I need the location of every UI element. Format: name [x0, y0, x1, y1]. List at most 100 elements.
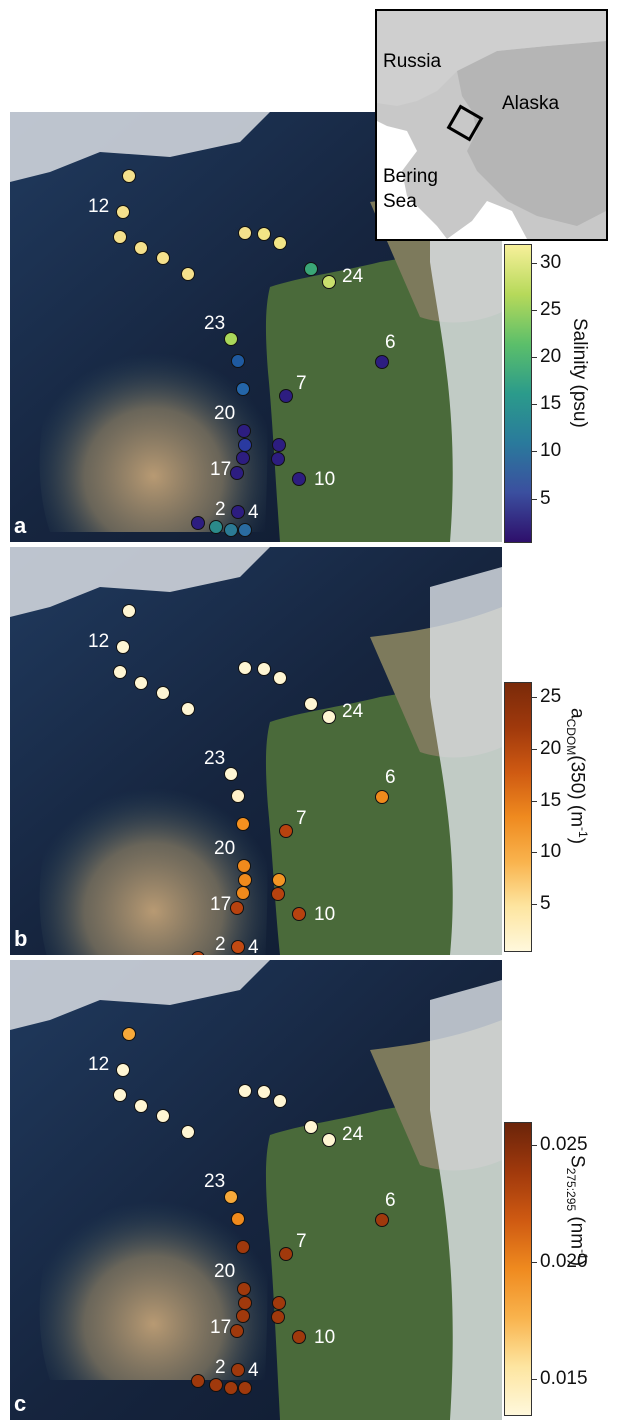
- station-marker: [231, 354, 245, 368]
- station-marker: [322, 710, 336, 724]
- station-label: 6: [385, 1190, 396, 1211]
- colorbar-tick-label: 5: [540, 487, 551, 509]
- colorbar-title-acdom: aCDOM(350) (m-1): [564, 708, 590, 844]
- station-marker: [236, 382, 250, 396]
- station-label: 12: [88, 631, 109, 652]
- colorbar-tick-mark: [531, 357, 537, 359]
- inset-label-russia: Russia: [383, 51, 442, 72]
- colorbar-tick-label: 0.020: [540, 1251, 588, 1273]
- station-label: 4: [248, 1360, 259, 1381]
- colorbar-title-sub: 275:295: [563, 1167, 578, 1212]
- station-marker: [237, 424, 251, 438]
- station-marker: [156, 686, 170, 700]
- station-marker: [224, 523, 238, 537]
- station-label: 7: [296, 1231, 307, 1252]
- colorbar-tick-mark: [531, 310, 537, 311]
- station-label: 23: [204, 313, 225, 334]
- station-label: 23: [204, 748, 225, 769]
- station-marker: [375, 355, 389, 369]
- station-marker: [257, 662, 271, 676]
- station-marker: [230, 466, 244, 480]
- colorbar-title-sub: CDOM: [563, 718, 578, 756]
- station-marker: [224, 767, 238, 781]
- colorbar-tick-label: 30: [540, 251, 562, 273]
- colorbar-tick-label: 0.015: [540, 1367, 588, 1389]
- station-marker: [181, 267, 195, 281]
- station-marker: [304, 262, 318, 276]
- colorbar-tick-mark: [531, 800, 537, 802]
- station-marker: [273, 671, 287, 685]
- station-label: 24: [342, 266, 364, 287]
- station-marker: [322, 275, 336, 289]
- inset-land-svg: [377, 11, 606, 239]
- station-label: 10: [314, 469, 335, 490]
- station-marker: [238, 438, 252, 452]
- station-marker: [224, 1190, 238, 1204]
- station-marker: [134, 676, 148, 690]
- station-marker: [237, 1282, 251, 1296]
- station-label: 2: [215, 499, 226, 520]
- colorbar-tick-mark: [531, 1378, 537, 1380]
- station-marker: [292, 472, 306, 486]
- station-marker: [271, 1310, 285, 1324]
- station-marker: [156, 1109, 170, 1123]
- station-label: 17: [210, 1317, 231, 1338]
- station-marker: [322, 1133, 336, 1147]
- station-marker: [238, 1084, 252, 1098]
- colorbar-tick-mark: [531, 451, 537, 453]
- station-marker: [231, 505, 245, 519]
- colorbar-title-rest: (nm: [566, 1211, 588, 1250]
- colorbar-title-slope: S275:295 (nm-1): [564, 1155, 590, 1266]
- station-marker: [113, 230, 127, 244]
- colorbar-tick-mark: [531, 749, 537, 750]
- station-marker: [236, 886, 250, 900]
- station-label: 17: [210, 459, 231, 480]
- station-marker: [122, 169, 136, 183]
- station-marker: [257, 227, 271, 241]
- station-label: 10: [314, 904, 335, 925]
- station-label: 17: [210, 894, 231, 915]
- station-label: 6: [385, 767, 396, 788]
- station-marker: [375, 1213, 389, 1227]
- colorbar-title-text: Salinity (psu): [569, 318, 590, 428]
- station-marker: [231, 789, 245, 803]
- station-marker: [238, 873, 252, 887]
- colorbar-tick-label: 20: [540, 346, 562, 368]
- colorbar-tick-label: 25: [540, 299, 562, 320]
- cloud-cover: [10, 547, 270, 617]
- colorbar-title-end: ): [566, 837, 588, 845]
- station-marker: [257, 1085, 271, 1099]
- station-label: 12: [88, 1054, 109, 1075]
- station-marker: [236, 817, 250, 831]
- station-marker: [304, 697, 318, 711]
- station-marker: [181, 702, 195, 716]
- station-marker: [304, 1120, 318, 1134]
- station-marker: [238, 226, 252, 240]
- sediment-plume: [39, 1156, 268, 1380]
- station-marker: [113, 665, 127, 679]
- station-marker: [191, 951, 205, 955]
- panel-letter: b: [14, 926, 28, 951]
- colorbar-tick-mark: [531, 903, 537, 905]
- station-marker: [272, 1296, 286, 1310]
- station-label: 2: [215, 1357, 226, 1378]
- inset-locator-map: Russia Alaska Bering Sea: [375, 9, 608, 241]
- station-marker: [238, 661, 252, 675]
- colorbar-title-end: ): [566, 1259, 588, 1267]
- station-marker: [181, 1125, 195, 1139]
- colorbar-title-sup: -1: [576, 827, 590, 838]
- colorbar-acdom: [504, 682, 532, 952]
- colorbar-tick-label: 0.025: [540, 1134, 588, 1156]
- station-label: 4: [248, 502, 259, 523]
- colorbar-tick-mark: [531, 262, 537, 264]
- colorbar-tick-mark: [531, 404, 537, 406]
- station-label: 4: [248, 937, 259, 955]
- station-marker: [375, 790, 389, 804]
- colorbar-title-main: a: [566, 708, 588, 719]
- station-label: 20: [214, 403, 235, 424]
- panel-letter: c: [14, 1391, 27, 1416]
- colorbar-tick-mark: [531, 697, 537, 699]
- station-marker: [292, 1330, 306, 1344]
